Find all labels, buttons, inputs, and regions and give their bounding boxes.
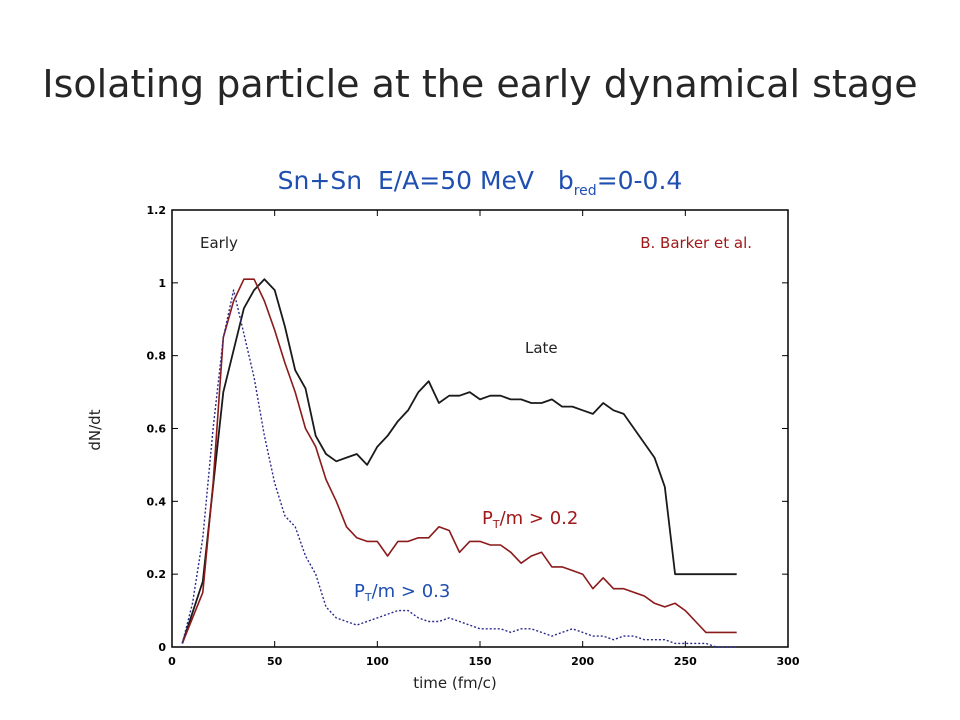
x-tick-label: 150 xyxy=(469,655,492,668)
y-tick-label: 0 xyxy=(158,641,166,654)
y-tick-label: 0.8 xyxy=(147,350,167,363)
x-axis-label: time (fm/c) xyxy=(413,674,497,692)
red-label-tail: /m > 0.2 xyxy=(500,508,579,529)
slide-subtitle: Sn+Sn E/A=50 MeV bred=0-0.4 xyxy=(0,166,960,199)
y-axis-label: dN/dt xyxy=(86,409,104,450)
red-series-line xyxy=(181,278,737,644)
subtitle-subscript: red xyxy=(573,183,597,199)
x-tick-label: 50 xyxy=(267,655,283,668)
red-series-label: PT/m > 0.2 xyxy=(482,508,578,531)
blue-label-sub: T xyxy=(364,591,372,604)
red-label-main: P xyxy=(482,508,493,529)
y-tick-label: 0.4 xyxy=(147,495,167,508)
annotation-early: Early xyxy=(200,234,238,252)
black-series-line xyxy=(181,278,737,644)
x-tick-label: 200 xyxy=(571,655,594,668)
y-tick-label: 0.6 xyxy=(147,423,167,436)
x-tick-label: 300 xyxy=(777,655,800,668)
y-tick-label: 1.2 xyxy=(147,204,167,217)
x-tick-label: 100 xyxy=(366,655,389,668)
plot-frame xyxy=(171,209,789,648)
red-label-sub: T xyxy=(492,518,500,531)
blue-label-tail: /m > 0.3 xyxy=(372,581,451,602)
y-tick-label: 1 xyxy=(158,277,166,290)
slide-title: Isolating particle at the early dynamica… xyxy=(42,62,918,106)
subtitle-tail: =0-0.4 xyxy=(596,166,683,195)
x-tick-label: 250 xyxy=(674,655,697,668)
y-tick-label: 0.2 xyxy=(147,568,167,581)
annotation-late: Late xyxy=(525,339,558,357)
annotation-credit: B. Barker et al. xyxy=(640,234,752,252)
series-layer xyxy=(181,278,737,648)
subtitle-main: Sn+Sn E/A=50 MeV b xyxy=(277,166,574,195)
blue-series-line xyxy=(181,289,737,648)
blue-series-label: PT/m > 0.3 xyxy=(354,581,450,604)
x-tick-label: 0 xyxy=(168,655,176,668)
axis-ticks: 0 50 100 150 200 250 300 0 0.2 0.4 0.6 0.8 1 1.2 xyxy=(147,204,800,668)
blue-label-main: P xyxy=(354,581,365,602)
